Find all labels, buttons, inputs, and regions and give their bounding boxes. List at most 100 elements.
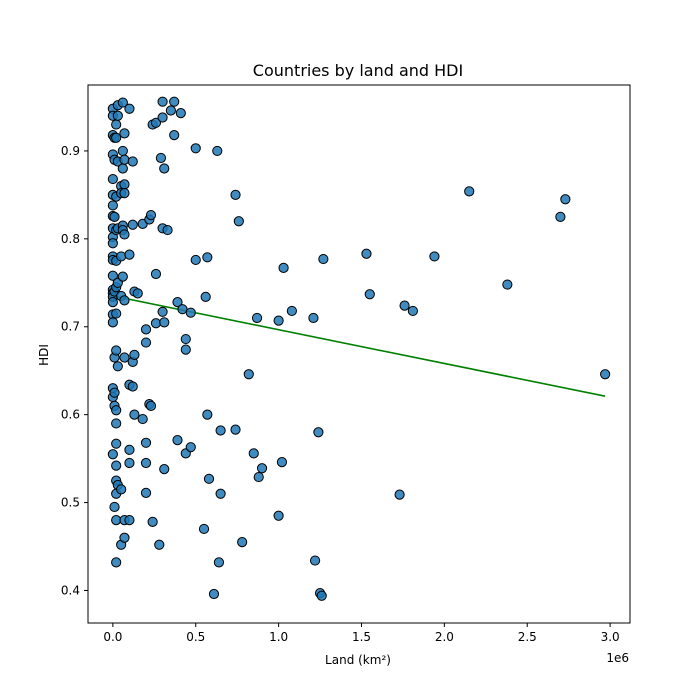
data-point (555, 211, 566, 222)
data-point (316, 590, 327, 601)
x-tick-label: 1.0 (269, 630, 288, 644)
data-point (202, 252, 213, 263)
data-point (124, 103, 135, 114)
x-tick-label: 1.5 (352, 630, 371, 644)
data-point (230, 424, 241, 435)
data-point (111, 345, 122, 356)
data-point (159, 317, 170, 328)
y-tick-label: 0.5 (61, 496, 80, 510)
y-tick-label: 0.7 (61, 320, 80, 334)
axes-layer: 0.0 0.5 1.0 1.5 2.0 2.5 3.0 0.4 0.5 0.6 0.7 0.8 0.9 (61, 84, 631, 644)
data-point (213, 557, 225, 568)
data-point (107, 317, 118, 328)
data-point (286, 305, 297, 317)
data-point (145, 210, 157, 221)
x-tick-label: 0.0 (103, 630, 122, 644)
x-tick-label: 0.5 (186, 630, 205, 644)
data-point (112, 110, 123, 121)
data-point (248, 448, 259, 459)
data-point (119, 128, 130, 139)
data-point (111, 418, 122, 429)
data-point (154, 539, 165, 550)
y-tick-label: 0.8 (61, 232, 80, 246)
x-axis-offset-label: 1e6 (606, 651, 629, 665)
data-point (124, 444, 135, 455)
data-point (429, 251, 440, 262)
data-point (129, 409, 140, 420)
data-point (230, 189, 241, 200)
data-point (190, 254, 201, 266)
data-point (119, 179, 130, 190)
data-point (202, 409, 213, 420)
data-point (273, 315, 284, 326)
data-point (157, 96, 168, 107)
data-point (464, 186, 475, 197)
data-point (169, 96, 180, 107)
data-point (107, 449, 118, 460)
data-point (215, 488, 226, 499)
data-point (124, 515, 135, 526)
data-point (111, 438, 122, 449)
data-point (140, 487, 152, 498)
data-point (180, 333, 191, 345)
data-point (111, 132, 122, 143)
data-point (364, 289, 375, 300)
data-point (159, 163, 170, 174)
data-point (162, 224, 173, 236)
data-point (127, 156, 138, 167)
data-point (157, 112, 168, 123)
data-point (107, 270, 118, 281)
data-point (237, 537, 248, 548)
data-point (116, 484, 127, 495)
data-point (190, 143, 201, 154)
data-point (111, 308, 122, 319)
data-point (111, 119, 122, 130)
data-point (127, 381, 138, 392)
chart-title: Countries by land and HDI (253, 61, 463, 80)
data-point (150, 268, 162, 280)
data-point (308, 312, 319, 324)
data-point (318, 253, 329, 265)
data-point (119, 154, 130, 165)
data-point (175, 108, 186, 119)
data-point (147, 516, 158, 528)
data-point (165, 105, 176, 116)
data-point (109, 501, 120, 513)
data-point (109, 211, 120, 222)
data-point (198, 523, 210, 535)
y-tick-label: 0.9 (61, 144, 80, 158)
x-tick-label: 3.0 (601, 630, 620, 644)
plot-area (88, 85, 630, 623)
data-point (203, 473, 215, 484)
data-point (278, 262, 289, 273)
data-point (140, 437, 152, 448)
data-point (157, 306, 168, 317)
data-point (361, 248, 372, 259)
data-point (159, 464, 170, 475)
data-point (560, 194, 571, 205)
data-point (155, 152, 167, 164)
data-point (180, 344, 191, 355)
data-point (119, 229, 130, 240)
data-point (172, 435, 183, 446)
data-point (243, 369, 254, 380)
data-point (111, 557, 122, 568)
data-point (253, 471, 264, 483)
data-point (129, 349, 140, 360)
data-point (116, 251, 127, 262)
data-point (273, 510, 284, 521)
data-point (276, 457, 288, 468)
data-point (107, 238, 118, 249)
data-point (119, 352, 130, 363)
data-point (185, 442, 196, 453)
data-point (111, 460, 122, 471)
data-point (256, 463, 268, 474)
data-point (145, 400, 157, 411)
data-point (502, 279, 513, 290)
data-point (208, 588, 220, 600)
data-point (124, 249, 135, 260)
data-point (399, 300, 410, 311)
data-point (169, 130, 180, 141)
data-point (212, 145, 223, 157)
